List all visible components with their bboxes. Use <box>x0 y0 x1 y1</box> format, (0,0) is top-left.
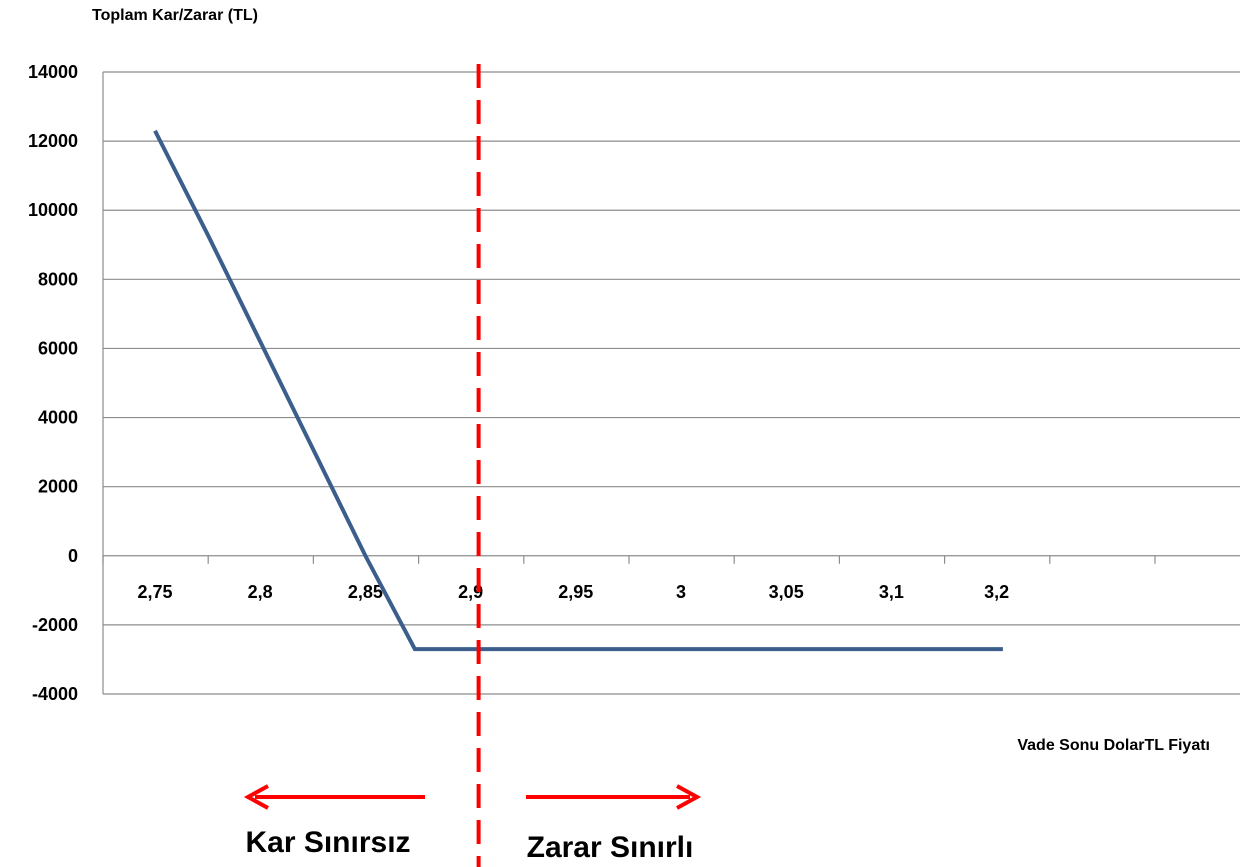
series-line <box>153 129 1003 652</box>
y-axis-title: Toplam Kar/Zarar (TL) <box>92 7 258 24</box>
x-tick-label: 2,75 <box>137 582 172 602</box>
y-tick-label: -2000 <box>32 615 78 635</box>
annotation-right: Zarar Sınırlı <box>527 831 694 864</box>
y-tick-label: 4000 <box>38 408 78 428</box>
y-tick-label: 8000 <box>38 269 78 289</box>
y-tick-label: 6000 <box>38 338 78 358</box>
x-tick-label: 3 <box>676 582 686 602</box>
x-tick-label: 2,8 <box>248 582 273 602</box>
series-group <box>153 129 1003 652</box>
x-axis-title: Vade Sonu DolarTL Fiyatı <box>1017 737 1210 754</box>
right-arrow-head <box>676 784 702 810</box>
x-tick-label: 3,2 <box>984 582 1009 602</box>
y-tick-label: 0 <box>68 546 78 566</box>
y-tick-label: 10000 <box>28 200 78 220</box>
x-tick-label: 3,05 <box>769 582 804 602</box>
y-tick-label: 14000 <box>28 62 78 82</box>
x-tick-label: 3,1 <box>879 582 904 602</box>
y-axis-ticks: 14000 12000 10000 8000 6000 4000 2000 0 -2000 -40… <box>28 62 78 704</box>
y-tick-label: 2000 <box>38 477 78 497</box>
x-tick-label: 2,95 <box>558 582 593 602</box>
left-arrow-head <box>243 784 269 810</box>
x-tick-label: 2,85 <box>348 582 383 602</box>
gridlines <box>102 71 1240 695</box>
x-axis-ticks: 2,75 2,8 2,85 2,9 2,95 3 3,05 3,1 3,2 <box>102 555 1156 602</box>
annotation-left: Kar Sınırsız <box>245 826 410 859</box>
arrows-group <box>243 784 702 810</box>
y-tick-label: 12000 <box>28 131 78 151</box>
y-tick-label: -4000 <box>32 684 78 704</box>
